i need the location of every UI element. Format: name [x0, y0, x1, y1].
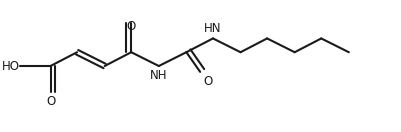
Text: HN: HN	[204, 22, 222, 36]
Text: HO: HO	[2, 60, 20, 72]
Text: O: O	[46, 95, 55, 108]
Text: O: O	[127, 20, 136, 33]
Text: O: O	[203, 75, 213, 88]
Text: NH: NH	[150, 69, 168, 82]
